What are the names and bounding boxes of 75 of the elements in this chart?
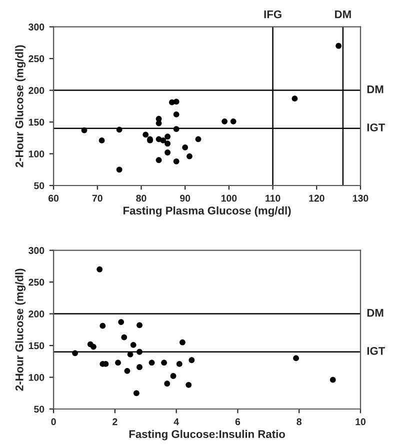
point [186,382,192,388]
point [182,144,188,150]
point [98,137,105,144]
x-tick-label: 4 [174,418,179,426]
ref-line-label: IGT [367,346,386,355]
y-tick-label: 100 [28,150,44,158]
point [230,118,236,124]
ref-line-label: IGT [367,123,386,132]
point [336,42,342,49]
point [170,373,176,379]
point [330,376,336,383]
y-tick-label: 300 [28,247,44,254]
point [121,334,128,340]
point [133,390,140,396]
x-tick-label: 90 [180,194,190,202]
x-tick-label: 8 [296,418,302,426]
point [148,360,155,366]
point [136,364,142,370]
point [115,360,121,366]
point [222,118,228,124]
x-tick-label: 80 [136,194,146,202]
x-tick-label: 100 [221,194,237,202]
point [100,322,106,329]
ref-line-label: DM [367,86,384,94]
y-tick-label: 300 [28,24,44,30]
y-tick-label: 50 [34,406,44,413]
point [164,150,171,156]
x-axis-title: Fasting Glucose:Insulin Ratio [129,430,286,440]
y-tick-label: 100 [28,374,44,381]
point [173,158,180,164]
point [156,157,162,164]
x-tick-label: 10 [356,418,366,426]
y-tick-label: 200 [28,310,44,318]
x-tick-label: 2 [112,418,118,426]
point [173,98,180,105]
y-tick-label: 250 [28,55,44,62]
ref-line-label: DM [335,10,351,18]
x-tick-label: 120 [309,194,324,202]
y-tick-label: 250 [28,278,44,286]
point [96,266,103,272]
point [164,140,171,147]
point [176,360,182,367]
y-axis-title: 2-Hour Glucose (mg/dl) [15,45,26,168]
point [180,339,186,346]
point [188,357,195,364]
x-axis-title: Fasting Plasma Glucose (mg/dl) [124,206,291,217]
point [160,137,166,144]
y-tick-label: 200 [28,87,44,94]
y-tick-label: 150 [28,342,44,350]
ref-line-label: IFG [264,10,282,18]
point [90,344,96,350]
point [130,342,136,348]
y-tick-label: 150 [28,118,44,126]
point [164,380,170,387]
point [292,96,298,102]
point [161,360,168,366]
point [293,355,299,362]
point [164,134,171,140]
point [136,322,142,328]
y-axis-title: 2-Hour Glucose (mg/dl) [15,268,26,391]
x-tick-label: 70 [92,194,102,202]
x-tick-label: 6 [235,418,240,426]
ref-line-label: DM [367,309,384,317]
point [116,166,122,173]
point [142,132,149,138]
x-tick-label: 110 [266,194,280,202]
x-tick-label: 130 [353,194,368,202]
point [124,368,130,374]
point [186,153,192,160]
x-tick-label: 60 [48,194,59,202]
point [195,136,202,142]
point [118,319,124,325]
point [173,111,180,118]
y-tick-label: 50 [34,182,44,190]
x-tick-label: 0 [51,418,56,426]
